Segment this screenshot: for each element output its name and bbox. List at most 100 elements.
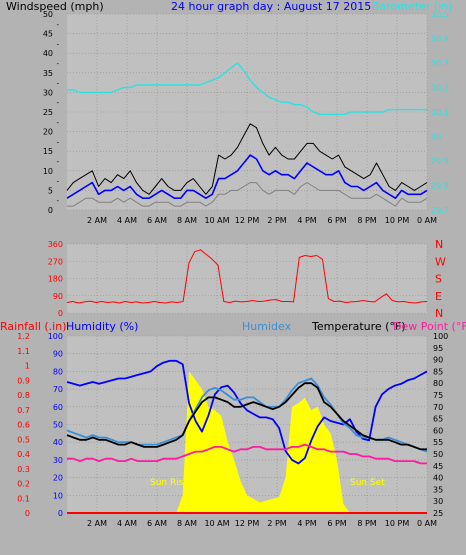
rain-tick-label: 0.8 — [17, 391, 30, 400]
baro-tick-label: 29.7 — [431, 206, 449, 215]
rain-tick-label: 0.1 — [17, 494, 30, 503]
humidity-tick-label: 70 — [53, 385, 63, 394]
compass-label: W — [435, 255, 446, 268]
minor-tick: - — [56, 60, 59, 68]
x-tick-label: 10 AM — [204, 216, 229, 225]
temp-tick-label: 25 — [433, 509, 443, 518]
minor-tick: - — [56, 99, 59, 107]
x-tick-label: 2 AM — [87, 216, 107, 225]
rain-tick-label: 1.2 — [17, 332, 30, 341]
temp-tick-label: 55 — [433, 438, 443, 447]
temp-tick-label: 80 — [433, 379, 443, 388]
x-tick-label: 6 AM — [147, 519, 167, 528]
humidity-tick-label: 20 — [53, 474, 63, 483]
windspeed-axis-label: Windspeed (mph) — [6, 0, 104, 13]
humidity-tick-label: 10 — [53, 491, 63, 500]
baro-tick-label: 30.5 — [431, 10, 449, 19]
minor-tick: - — [56, 21, 59, 29]
x-tick-label: 0 AM — [417, 216, 437, 225]
rain-tick-label: 0.5 — [17, 435, 30, 444]
x-tick-label: 6 AM — [147, 216, 167, 225]
x-tick-label: 4 AM — [117, 519, 137, 528]
wind-low-line — [67, 182, 428, 207]
x-tick-label: 6 PM — [327, 519, 346, 528]
rain-tick-label: 1.1 — [17, 347, 30, 356]
wind-tick-label: 35 — [43, 69, 53, 78]
humidity-tick-label: 60 — [53, 403, 63, 412]
temp-tick-label: 75 — [433, 391, 443, 400]
humidity-axis-label: Humidity (%) — [66, 320, 138, 333]
wind-tick-label: 20 — [43, 128, 53, 137]
x-tick-label: 0 AM — [417, 519, 437, 528]
compass-label: N — [435, 238, 443, 251]
x-tick-label: 4 PM — [297, 519, 316, 528]
baro-tick-label: 30.4 — [431, 35, 449, 44]
barometer-line — [67, 62, 427, 116]
temp-tick-label: 95 — [433, 344, 443, 353]
humidity-tick-label: 0 — [58, 509, 63, 518]
rain-tick-label: 0.3 — [17, 465, 30, 474]
humidity-tick-label: 40 — [53, 438, 63, 447]
x-tick-label: 8 PM — [357, 216, 376, 225]
x-tick-label: 8 AM — [177, 216, 197, 225]
x-tick-label: 8 PM — [357, 519, 376, 528]
rain-tick-label: 0.9 — [17, 376, 30, 385]
compass-label: S — [435, 273, 442, 286]
temperature-legend-label: Temperature (°F) — [311, 320, 406, 333]
temp-tick-label: 30 — [433, 497, 443, 506]
wind-tick-label: 45 — [43, 30, 53, 39]
rainfall-axis-label: Rainfall (.in) — [0, 320, 67, 333]
compass-label: N — [435, 307, 443, 320]
temp-tick-label: 45 — [433, 462, 443, 471]
temp-tick-label: 65 — [433, 415, 443, 424]
solar-area — [67, 371, 427, 513]
sunset-label: Sun Set — [350, 478, 385, 488]
baro-tick-label: 30.1 — [431, 108, 449, 117]
temp-tick-label: 100 — [433, 332, 448, 341]
direction-tick-label: 360 — [48, 240, 63, 249]
wind-tick-label: 50 — [43, 10, 53, 19]
x-tick-label: 4 PM — [297, 216, 316, 225]
baro-tick-label: 29.8 — [431, 182, 449, 191]
baro-tick-label: 30 — [431, 133, 441, 142]
direction-tick-label: 270 — [48, 257, 63, 266]
x-tick-label: 10 AM — [204, 519, 229, 528]
minor-tick: - — [56, 158, 59, 166]
x-tick-label: 10 PM — [385, 519, 410, 528]
baro-tick-label: 29.9 — [431, 157, 449, 166]
sunrise-label: Sun Rise — [150, 478, 189, 488]
x-tick-label: 4 AM — [117, 216, 137, 225]
x-tick-label: 2 PM — [267, 216, 286, 225]
chart-title: 24 hour graph day : August 17 2015 — [171, 0, 371, 13]
compass-label: E — [435, 290, 442, 303]
temp-tick-label: 50 — [433, 450, 443, 459]
rain-tick-label: 0.4 — [17, 450, 30, 459]
wind-gust-line — [66, 123, 428, 195]
minor-tick: - — [56, 178, 59, 186]
dewpoint-line — [67, 443, 427, 465]
wind-direction-line — [66, 249, 428, 304]
wind-tick-label: 40 — [43, 49, 53, 58]
direction-tick-label: 90 — [53, 292, 63, 301]
wind-tick-label: 25 — [43, 108, 53, 117]
x-tick-label: 8 AM — [177, 519, 197, 528]
humidity-tick-label: 90 — [53, 350, 63, 359]
rain-tick-label: 0.6 — [17, 421, 30, 430]
temp-tick-label: 35 — [433, 485, 443, 494]
temp-tick-label: 85 — [433, 367, 443, 376]
temperature-line — [66, 382, 427, 451]
x-tick-label: 2 PM — [267, 519, 286, 528]
humidity-tick-label: 50 — [53, 421, 63, 430]
x-tick-label: 10 PM — [385, 216, 410, 225]
rain-tick-label: 1 — [25, 362, 30, 371]
x-tick-label: 2 AM — [87, 519, 107, 528]
minor-tick: - — [56, 138, 59, 146]
rain-tick-label: 0.2 — [17, 480, 30, 489]
wind-tick-label: 0 — [48, 206, 53, 215]
temp-tick-label: 90 — [433, 356, 443, 365]
temp-tick-label: 60 — [433, 426, 443, 435]
minor-tick: - — [56, 197, 59, 205]
x-tick-label: 6 PM — [327, 216, 346, 225]
baro-tick-label: 30.3 — [431, 59, 449, 68]
minor-tick: - — [56, 80, 59, 88]
